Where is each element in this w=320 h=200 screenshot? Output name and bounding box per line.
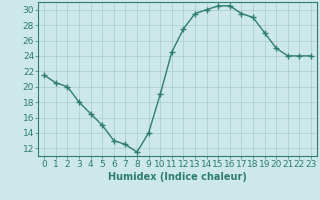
X-axis label: Humidex (Indice chaleur): Humidex (Indice chaleur) — [108, 172, 247, 182]
